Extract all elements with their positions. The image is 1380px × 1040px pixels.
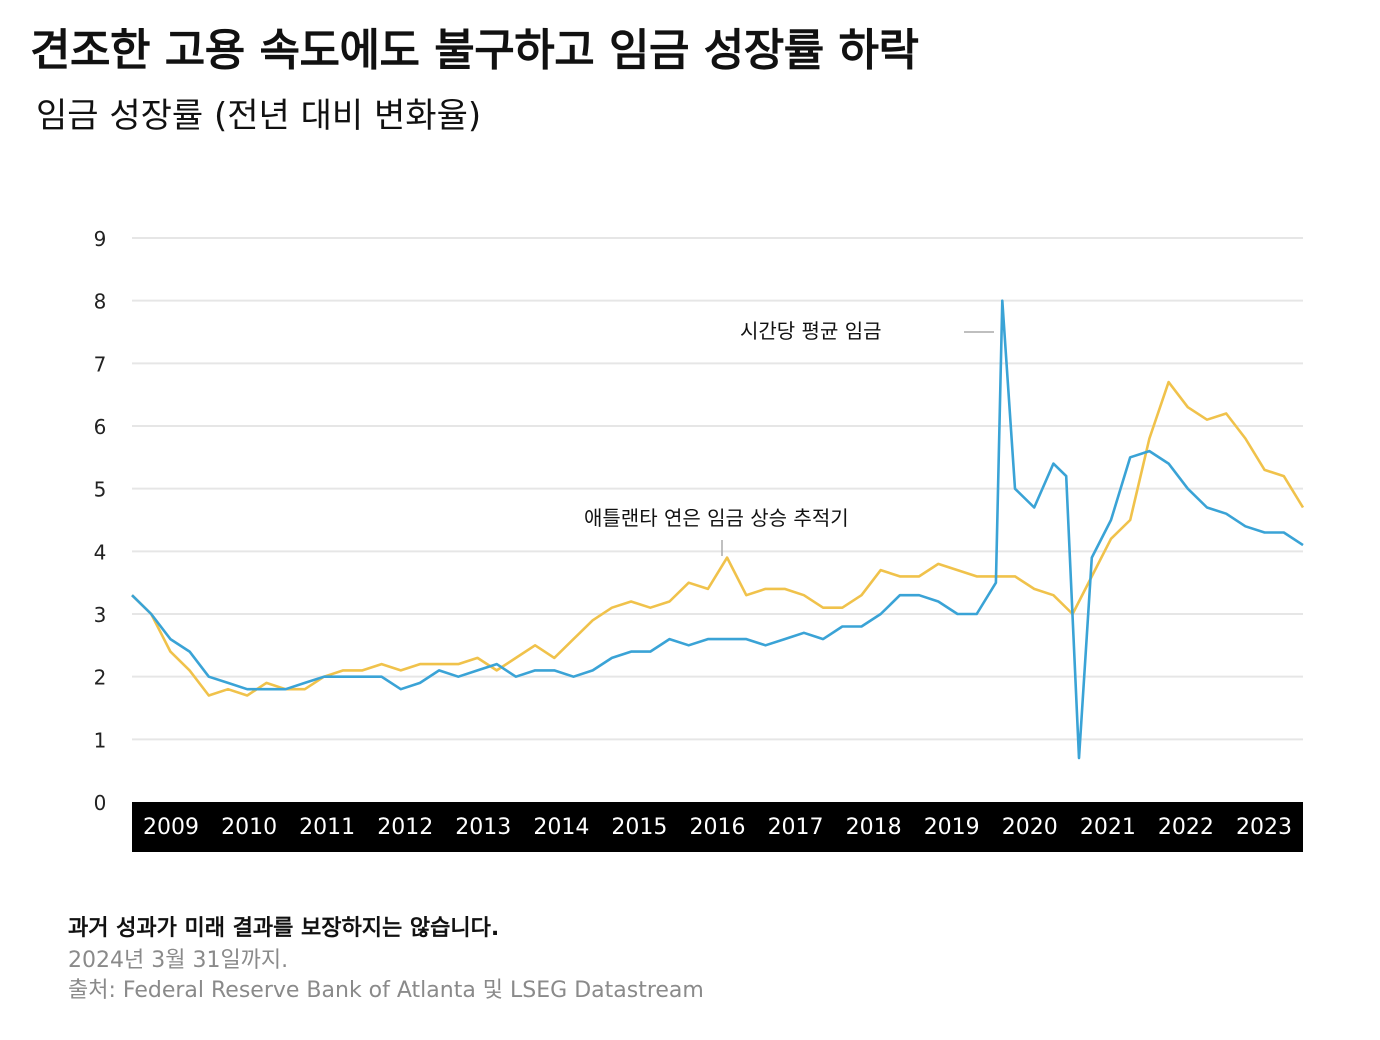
y-tick-label: 5 [94, 478, 107, 502]
annotation-hourly-earnings: 시간당 평균 임금 [740, 319, 882, 343]
x-tick-label: 2016 [690, 815, 746, 840]
y-tick-label: 3 [94, 603, 107, 627]
x-tick-label: 2018 [846, 815, 902, 840]
x-tick-label: 2013 [455, 815, 511, 840]
x-tick-label: 2017 [768, 815, 824, 840]
y-tick-label: 1 [94, 728, 107, 752]
source-note: 출처: Federal Reserve Bank of Atlanta 및 LS… [68, 978, 704, 1003]
chart-subtitle: 임금 성장률 (전년 대비 변화율) [36, 96, 482, 136]
x-tick-label: 2023 [1236, 815, 1292, 840]
chart-title: 견조한 고용 속도에도 불구하고 임금 성장률 하락 [30, 25, 919, 76]
x-tick-label: 2010 [221, 815, 277, 840]
annotation-atlanta-tracker: 애틀랜타 연은 임금 상승 추적기 [584, 506, 849, 530]
x-tick-label: 2011 [299, 815, 355, 840]
y-axis-tick-labels: 0 1 2 3 4 5 6 7 8 9 [94, 227, 107, 815]
y-tick-label: 2 [94, 666, 107, 690]
series-line-atlanta [131, 380, 1305, 697]
x-tick-label: 2015 [611, 815, 667, 840]
x-tick-label: 2019 [924, 815, 980, 840]
x-tick-label: 2014 [533, 815, 589, 840]
chart-footer: 과거 성과가 미래 결과를 보장하지는 않습니다. 2024년 3월 31일까지… [68, 910, 704, 1006]
x-tick-label: 2021 [1080, 815, 1136, 840]
x-axis-band-bg [132, 802, 1303, 852]
y-tick-label: 7 [94, 352, 107, 376]
series-lines [131, 299, 1305, 760]
y-tick-label: 4 [94, 540, 107, 564]
x-tick-label: 2009 [143, 815, 199, 840]
date-note: 2024년 3월 31일까지. [68, 948, 289, 973]
disclaimer-text: 과거 성과가 미래 결과를 보장하지는 않습니다. [68, 916, 500, 941]
series-line-hourly [131, 299, 1304, 760]
y-tick-label: 8 [94, 290, 107, 314]
y-tick-label: 9 [94, 227, 107, 251]
x-tick-label: 2012 [377, 815, 433, 840]
x-axis-band: 2009 2010 2011 2012 2013 2014 2015 2016 2017 2018… [132, 802, 1303, 852]
x-tick-label: 2020 [1002, 815, 1058, 840]
x-tick-label: 2022 [1158, 815, 1214, 840]
y-tick-label: 0 [94, 791, 107, 815]
grid-lines [132, 237, 1303, 741]
y-tick-label: 6 [94, 415, 107, 439]
